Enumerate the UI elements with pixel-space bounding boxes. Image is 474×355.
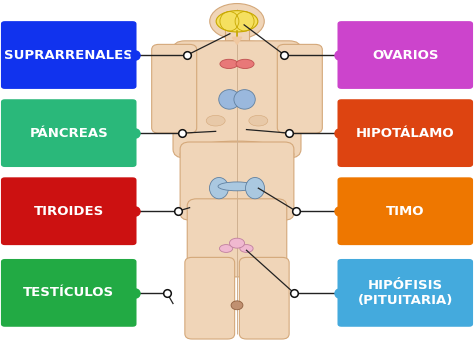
Text: HIPOTÁLAMO: HIPOTÁLAMO bbox=[356, 127, 455, 140]
Ellipse shape bbox=[210, 178, 228, 199]
Ellipse shape bbox=[229, 238, 245, 248]
Text: TIROIDES: TIROIDES bbox=[34, 205, 104, 218]
FancyBboxPatch shape bbox=[337, 21, 473, 89]
FancyBboxPatch shape bbox=[173, 41, 301, 158]
Text: OVARIOS: OVARIOS bbox=[372, 49, 438, 61]
FancyBboxPatch shape bbox=[337, 259, 473, 327]
FancyBboxPatch shape bbox=[1, 178, 137, 245]
FancyBboxPatch shape bbox=[187, 199, 287, 277]
FancyBboxPatch shape bbox=[152, 44, 197, 133]
Ellipse shape bbox=[234, 89, 255, 109]
Text: TESTÍCULOS: TESTÍCULOS bbox=[23, 286, 114, 299]
FancyBboxPatch shape bbox=[225, 27, 249, 48]
Polygon shape bbox=[232, 37, 242, 44]
Ellipse shape bbox=[180, 141, 294, 168]
Ellipse shape bbox=[231, 301, 243, 310]
Text: PÁNCREAS: PÁNCREAS bbox=[29, 127, 108, 140]
Text: HIPÓFISIS
(PITUITARIA): HIPÓFISIS (PITUITARIA) bbox=[357, 279, 453, 307]
Text: SUPRARRENALES: SUPRARRENALES bbox=[4, 49, 133, 61]
Ellipse shape bbox=[216, 11, 258, 32]
Ellipse shape bbox=[206, 115, 225, 126]
FancyBboxPatch shape bbox=[185, 257, 235, 339]
Ellipse shape bbox=[220, 59, 238, 69]
FancyBboxPatch shape bbox=[1, 99, 137, 167]
Ellipse shape bbox=[218, 182, 256, 191]
Ellipse shape bbox=[240, 245, 253, 252]
Ellipse shape bbox=[175, 41, 299, 73]
FancyBboxPatch shape bbox=[337, 178, 473, 245]
Ellipse shape bbox=[246, 178, 264, 199]
FancyBboxPatch shape bbox=[1, 21, 137, 89]
FancyBboxPatch shape bbox=[1, 259, 137, 327]
FancyBboxPatch shape bbox=[239, 257, 289, 339]
Ellipse shape bbox=[236, 59, 254, 69]
FancyBboxPatch shape bbox=[180, 142, 294, 220]
Ellipse shape bbox=[219, 89, 240, 109]
Ellipse shape bbox=[210, 4, 264, 39]
Ellipse shape bbox=[219, 245, 233, 252]
Text: TIMO: TIMO bbox=[386, 205, 425, 218]
FancyBboxPatch shape bbox=[337, 99, 473, 167]
FancyBboxPatch shape bbox=[277, 44, 322, 133]
Ellipse shape bbox=[249, 115, 268, 126]
